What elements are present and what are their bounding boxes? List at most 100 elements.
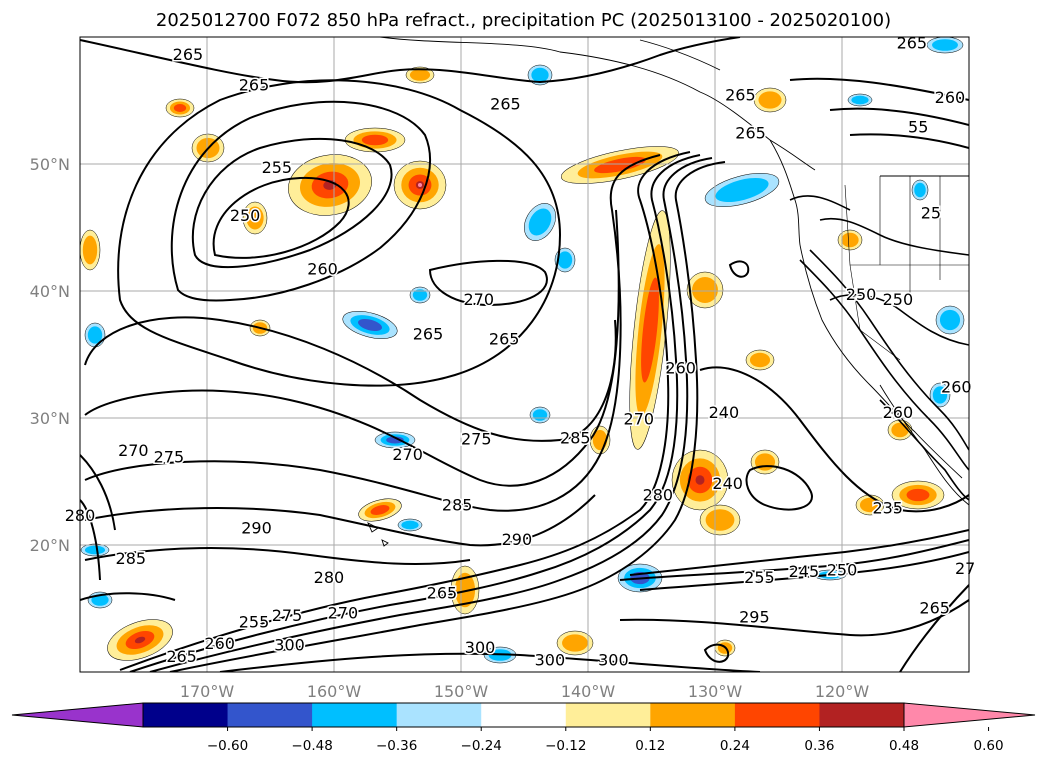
- contour-alley-4: [169, 161, 726, 672]
- contour-alley-2: [129, 154, 701, 672]
- contour-label: 260: [204, 634, 235, 653]
- colorbar-tick-label: 0.60: [974, 738, 1004, 754]
- precip-anomaly-patch: [246, 206, 264, 230]
- map-frame: [79, 36, 970, 673]
- precip-anomaly-patch: [692, 277, 718, 303]
- contour-label: 265: [490, 94, 521, 113]
- contour-label: 265: [427, 583, 458, 602]
- contour-290: [84, 494, 596, 547]
- contour-label: 235: [872, 498, 903, 517]
- colorbar-tick-label: 0.24: [720, 738, 750, 754]
- contour-label: 270: [392, 445, 423, 464]
- precip-anomaly-patch: [594, 156, 646, 174]
- alaska-coast: [379, 37, 816, 171]
- contour-label: 285: [442, 496, 473, 515]
- contour-label: 265: [166, 647, 197, 666]
- contour-label: 255: [239, 613, 270, 632]
- contour-250-low: [212, 176, 350, 259]
- precip-anomaly-patch: [412, 289, 428, 301]
- contour-alley-3: [149, 157, 713, 672]
- precip-anomaly-patch: [695, 475, 705, 485]
- bc-coast: [769, 139, 801, 246]
- contour-label: 250: [883, 290, 914, 309]
- contour-west-edge: [80, 454, 176, 601]
- colorbar-segment: [565, 703, 651, 727]
- precip-anomaly-patch: [906, 488, 930, 502]
- precip-anomaly-patch: [851, 95, 869, 105]
- precip-anomaly-patch: [841, 232, 859, 248]
- precip-anomaly-patch: [749, 352, 771, 368]
- precip-anomaly-patch: [84, 545, 106, 555]
- colorbar-segment: [819, 703, 905, 727]
- contour-label: 265: [489, 329, 520, 348]
- contour-label: 270: [464, 290, 495, 309]
- precip-anomaly-patch: [939, 309, 961, 331]
- y-tick-label: 20°N: [30, 536, 70, 555]
- terrain-contours: [789, 195, 969, 501]
- contour-285: [84, 154, 661, 512]
- contour-240-trough: [699, 366, 969, 513]
- contour-label: 260: [307, 259, 338, 278]
- contour-label: 275: [154, 447, 185, 466]
- precip-anomaly-patch: [715, 177, 769, 203]
- contour-small-ring: [703, 643, 730, 663]
- contour-label: 260: [941, 378, 972, 397]
- contour-label: 240: [709, 403, 740, 422]
- contour-label: 300: [465, 638, 496, 657]
- state-borders: [844, 176, 969, 361]
- contour-label: 300: [274, 635, 305, 654]
- contour-label: 255: [262, 158, 293, 177]
- precip-anomaly-patch: [891, 422, 909, 438]
- contour-260-ne: [789, 77, 969, 149]
- precip-anomaly-patch: [932, 386, 948, 404]
- precip-anomaly-patch: [370, 505, 390, 515]
- contour-label: 295: [739, 607, 770, 626]
- x-tick-label: 120°W: [815, 682, 870, 701]
- colorbar-tick-label: −0.36: [376, 738, 417, 754]
- contour-265-north: [80, 37, 741, 84]
- contour-240-inner: [745, 465, 813, 511]
- contour-label: 260: [665, 359, 696, 378]
- contour-label: 275: [272, 606, 303, 625]
- contour-label: 290: [241, 519, 272, 538]
- precip-anomaly-patch: [528, 208, 552, 236]
- contour-label: 300: [535, 651, 566, 670]
- contour-label: 260: [935, 88, 966, 107]
- contour-275: [84, 209, 620, 487]
- precip-anomaly-patch: [87, 326, 103, 344]
- colorbar-tick-label: −0.60: [207, 738, 248, 754]
- colorbar-tick-label: 0.48: [889, 738, 919, 754]
- contour-280: [84, 547, 471, 566]
- y-tick-labels: 20°N 30°N 40°N 50°N: [30, 155, 70, 555]
- y-tick-label: 40°N: [30, 282, 70, 301]
- precip-anomaly-patch: [418, 183, 422, 187]
- contour-265-ring: [117, 79, 562, 387]
- precip-anomaly-patch: [82, 235, 98, 265]
- precip-anomaly-patch: [358, 318, 382, 332]
- precip-anomaly-patch: [914, 182, 926, 198]
- contour-label: 285: [560, 428, 591, 447]
- contour-250-east: [639, 551, 969, 591]
- contour-label: 280: [314, 568, 345, 587]
- precip-anomaly-patch: [705, 509, 735, 531]
- colorbar-tick-label: −0.24: [461, 738, 502, 754]
- colorbar-segment: [734, 703, 820, 727]
- contour-label: 265: [897, 33, 928, 52]
- us-west-coast: [799, 244, 963, 479]
- y-tick-label: 30°N: [30, 409, 70, 428]
- contour-295: [619, 599, 969, 637]
- colorbar-segment: [312, 703, 398, 727]
- contour-small-low: [728, 260, 750, 278]
- contour-255-east: [619, 539, 969, 581]
- x-tick-label: 170°W: [180, 682, 235, 701]
- colorbar-frame: [142, 702, 905, 728]
- chart-title: 2025012700 F072 850 hPa refract., precip…: [156, 10, 891, 31]
- precip-anomaly-patch: [134, 636, 146, 644]
- contour-label: 270: [328, 604, 359, 623]
- contour-label: 255: [744, 568, 775, 587]
- contour-label: 250: [827, 560, 858, 579]
- precip-anomaly-patch: [409, 69, 431, 81]
- contour-label: 300: [598, 651, 629, 670]
- precip-anomaly-patch: [91, 594, 109, 606]
- precip-anomaly-patch: [557, 251, 573, 269]
